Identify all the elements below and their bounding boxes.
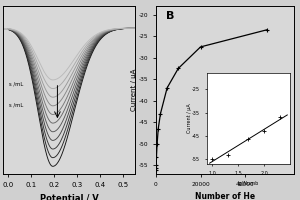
Text: s /mL: s /mL [9, 82, 23, 87]
Y-axis label: Current / μA: Current / μA [131, 69, 137, 111]
Text: B: B [166, 11, 174, 21]
X-axis label: Number of He: Number of He [195, 192, 255, 200]
Text: s /mL: s /mL [9, 103, 23, 108]
X-axis label: Potential / V: Potential / V [40, 193, 98, 200]
